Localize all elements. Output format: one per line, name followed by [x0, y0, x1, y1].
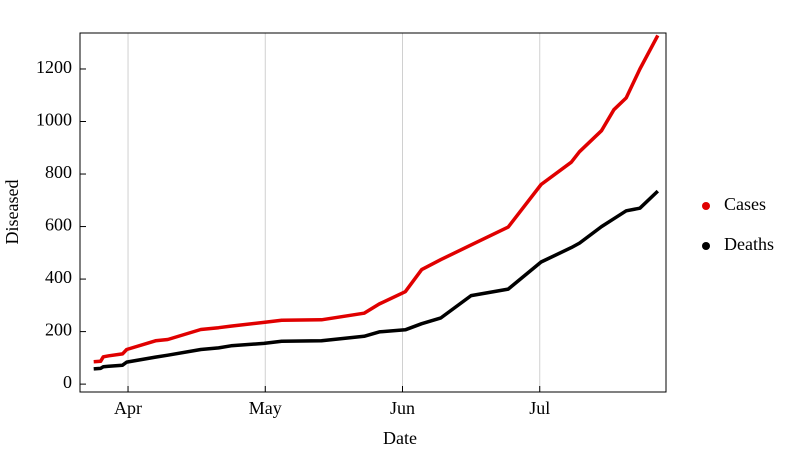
y-tick-label: 0: [63, 372, 72, 392]
legend-marker: [702, 202, 710, 210]
y-tick-label: 600: [45, 215, 72, 235]
x-tick-label: Apr: [114, 398, 142, 418]
legend-label: Cases: [724, 194, 766, 214]
x-axis-label: Date: [383, 428, 417, 448]
y-tick-label: 400: [45, 267, 72, 287]
legend-marker: [702, 242, 710, 250]
x-tick-label: May: [249, 398, 282, 418]
y-tick-label: 1000: [36, 110, 72, 130]
y-axis-label: Diseased: [2, 180, 22, 245]
y-tick-label: 800: [45, 162, 72, 182]
line-series: [93, 34, 660, 364]
plot-frame: [79, 32, 667, 393]
x-tick-label: Jul: [529, 398, 550, 418]
legend-label: Deaths: [724, 234, 774, 254]
y-tick-label: 200: [45, 320, 72, 340]
y-tick-label: 1200: [36, 57, 72, 77]
x-tick-label: Jun: [390, 398, 415, 418]
line-series: [93, 189, 660, 371]
